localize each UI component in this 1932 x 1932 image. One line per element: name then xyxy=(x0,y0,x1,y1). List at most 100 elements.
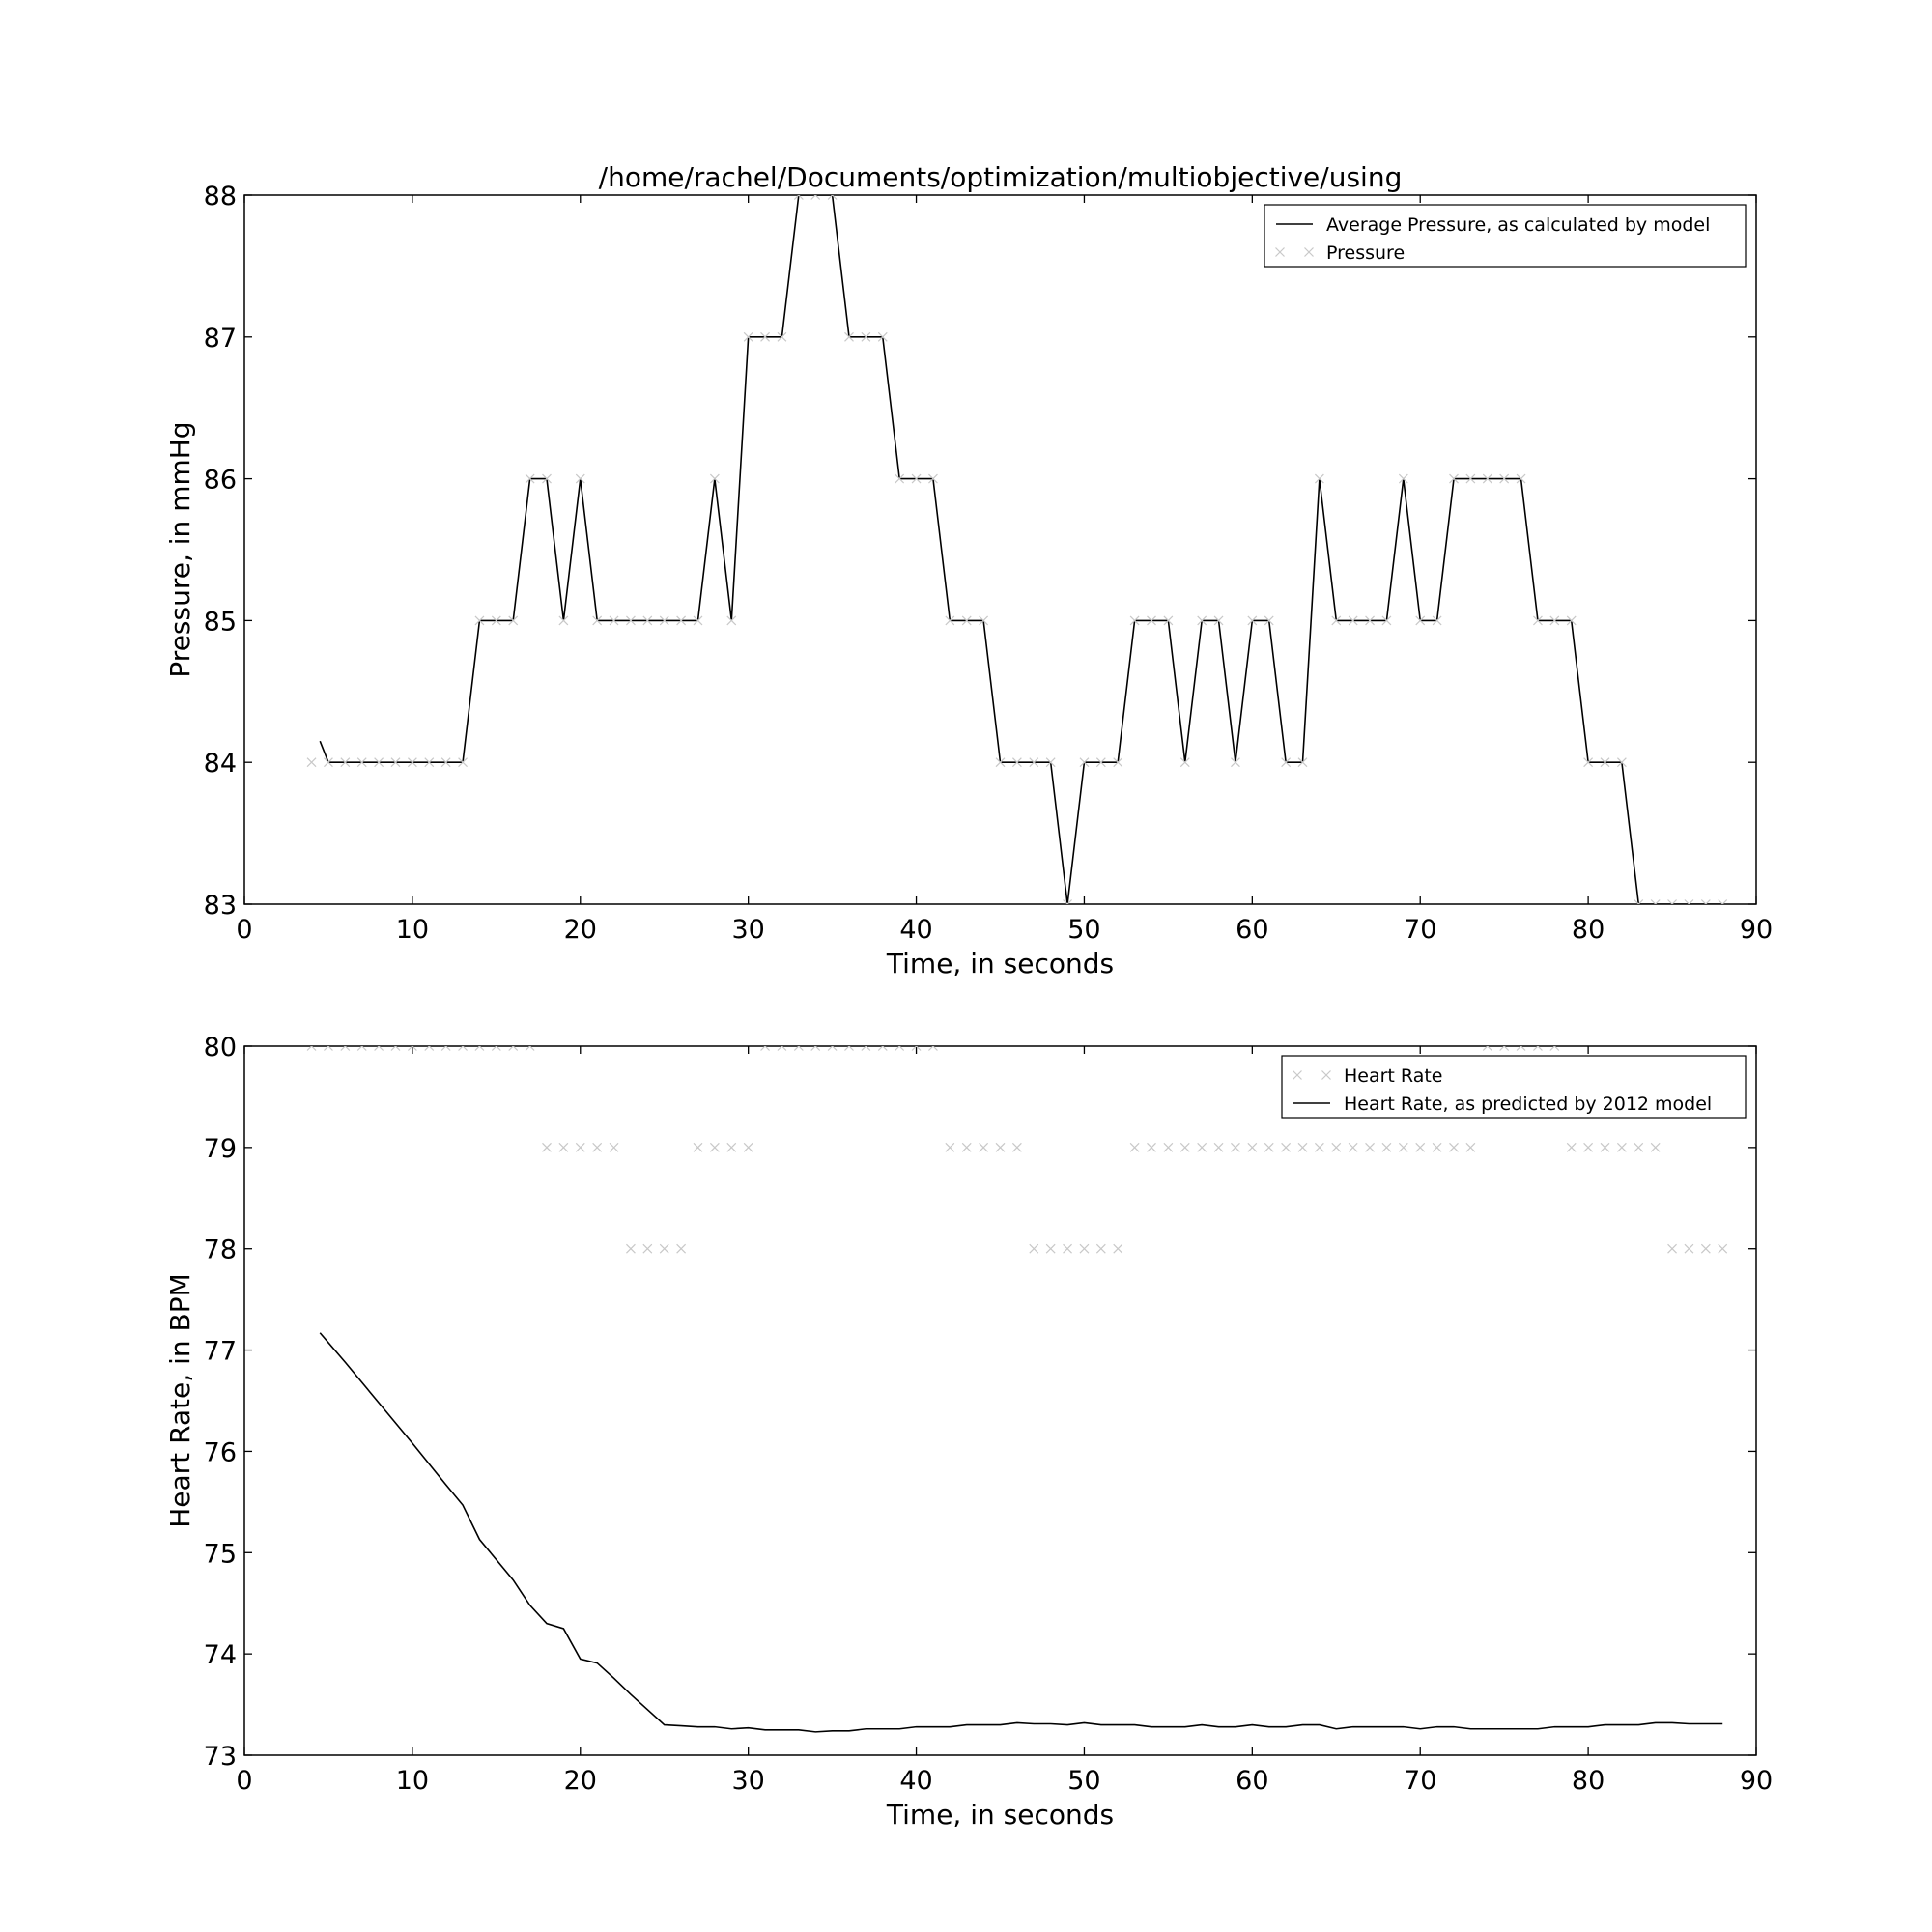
x-tick-label: 0 xyxy=(236,1766,252,1796)
data-point xyxy=(306,1046,317,1051)
data-point xyxy=(1331,1142,1342,1152)
data-point xyxy=(1465,473,1476,484)
data-point xyxy=(1516,1046,1526,1051)
data-point xyxy=(1616,1142,1627,1152)
data-point xyxy=(995,757,1006,768)
data-point xyxy=(575,1142,585,1152)
data-point xyxy=(609,1142,619,1152)
data-point xyxy=(743,331,753,342)
data-point xyxy=(1213,1142,1224,1152)
data-point xyxy=(508,615,519,626)
data-point xyxy=(659,615,669,626)
data-point xyxy=(1432,1142,1442,1152)
data-point xyxy=(1667,1243,1677,1254)
y-tick-label: 75 xyxy=(204,1539,237,1569)
data-point xyxy=(1297,1142,1308,1152)
data-point xyxy=(693,615,703,626)
y-tick-label: 84 xyxy=(204,749,237,779)
data-point xyxy=(827,1046,838,1051)
data-point xyxy=(440,757,451,768)
legend-swatch-marker xyxy=(1275,247,1285,257)
data-point xyxy=(626,1243,636,1254)
data-point xyxy=(424,757,435,768)
data-point xyxy=(1499,1046,1510,1051)
data-point xyxy=(726,615,737,626)
y-tick-label: 76 xyxy=(204,1437,237,1467)
data-point xyxy=(961,615,972,626)
y-tick-label: 83 xyxy=(204,891,237,921)
data-point xyxy=(743,1142,753,1152)
y-tick-label: 80 xyxy=(204,1033,237,1063)
data-point xyxy=(709,1142,720,1152)
x-axis-label: Time, in seconds xyxy=(886,948,1114,980)
data-point xyxy=(1650,1142,1661,1152)
legend-label: Pressure xyxy=(1326,242,1405,264)
data-point xyxy=(1045,1243,1056,1254)
data-point xyxy=(760,1046,770,1051)
data-point xyxy=(1583,1142,1594,1152)
data-point xyxy=(1011,757,1022,768)
data-point xyxy=(844,331,854,342)
data-point xyxy=(1079,1243,1090,1254)
data-point xyxy=(1533,615,1543,626)
data-point xyxy=(407,1046,417,1051)
data-point xyxy=(542,473,552,484)
data-point xyxy=(525,473,535,484)
data-point xyxy=(626,615,636,626)
chart-panel-1: 0 10 20 30 40 50 60 70 80 90 83 84 85 86 87 88 Time, in … xyxy=(164,161,1773,980)
data-point xyxy=(1482,473,1492,484)
data-point xyxy=(1095,1243,1106,1254)
data-point xyxy=(458,1046,468,1051)
x-tick-label: 0 xyxy=(236,915,252,945)
x-tick-label: 40 xyxy=(899,1766,932,1796)
data-point xyxy=(374,757,384,768)
x-tick-label: 90 xyxy=(1740,915,1773,945)
y-tick-label: 73 xyxy=(204,1742,237,1772)
plot-marks xyxy=(306,195,1728,904)
data-point xyxy=(390,1046,401,1051)
x-axis-label: Time, in seconds xyxy=(886,1799,1114,1831)
data-point xyxy=(458,757,468,768)
data-point xyxy=(777,331,787,342)
data-point xyxy=(575,473,585,484)
data-point xyxy=(407,757,417,768)
data-point xyxy=(1179,1142,1190,1152)
data-point xyxy=(1365,1142,1375,1152)
y-tick-label: 77 xyxy=(204,1337,237,1367)
y-tick-label: 86 xyxy=(204,466,237,496)
data-point xyxy=(558,615,569,626)
data-point xyxy=(895,473,905,484)
data-point xyxy=(1197,615,1208,626)
data-point xyxy=(542,1142,552,1152)
data-point xyxy=(1147,615,1156,626)
data-point xyxy=(979,1142,989,1152)
y-tick-label: 87 xyxy=(204,324,237,354)
data-point xyxy=(324,1046,333,1051)
data-point xyxy=(928,473,938,484)
data-point xyxy=(374,1046,384,1051)
plot-marks xyxy=(306,1046,1728,1733)
data-point xyxy=(1465,1142,1476,1152)
x-tick-label: 20 xyxy=(564,915,597,945)
series-line xyxy=(319,1332,1723,1733)
data-point xyxy=(1381,1142,1392,1152)
x-tick-label: 70 xyxy=(1404,1766,1436,1796)
x-tick-label: 70 xyxy=(1404,915,1436,945)
legend-box xyxy=(1281,1055,1747,1119)
data-point xyxy=(1331,615,1342,626)
data-point xyxy=(1718,899,1728,904)
data-point xyxy=(726,1142,737,1152)
data-point xyxy=(676,1243,687,1254)
data-point xyxy=(1583,757,1594,768)
y-tick-label: 78 xyxy=(204,1236,237,1265)
x-tick-label: 60 xyxy=(1236,915,1268,945)
data-point xyxy=(592,1142,603,1152)
data-point xyxy=(1281,757,1292,768)
data-point xyxy=(1045,757,1056,768)
y-axis-label: Pressure, in mmHg xyxy=(164,421,196,677)
data-point xyxy=(491,1046,501,1051)
data-point xyxy=(1029,757,1039,768)
data-point xyxy=(525,1046,535,1051)
data-point xyxy=(1247,1142,1258,1152)
